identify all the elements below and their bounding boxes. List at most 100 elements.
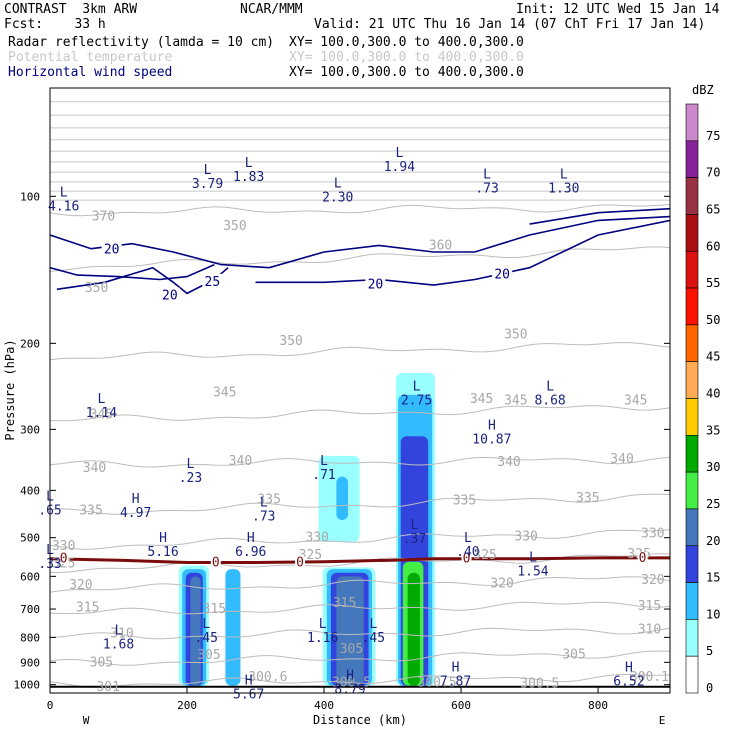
extremum-value-19: .40 bbox=[456, 545, 479, 560]
zero-label-0: 0 bbox=[60, 552, 68, 567]
theta-contour-370 bbox=[50, 204, 670, 217]
colorbar-swatch-60 bbox=[685, 214, 699, 252]
colorbar-label-40: 40 bbox=[706, 387, 720, 401]
colorbar-label-50: 50 bbox=[706, 313, 720, 327]
extremum-low-11: L bbox=[187, 457, 195, 472]
extremum-low-0: L bbox=[60, 185, 68, 200]
extremum-value-18: 6.96 bbox=[235, 545, 266, 560]
reflectivity-cell-13 bbox=[407, 572, 420, 686]
theta-contour-305 bbox=[50, 650, 670, 666]
extremum-high-17: H bbox=[159, 531, 167, 546]
extremum-high-29: H bbox=[245, 674, 253, 689]
extremum-low-7: L bbox=[97, 392, 105, 407]
extremum-value-10: 10.87 bbox=[472, 432, 511, 447]
theta-label-4: 350 bbox=[279, 334, 302, 349]
colorbar-label-5: 5 bbox=[706, 644, 713, 658]
theta-label-0: 370 bbox=[92, 210, 115, 225]
extremum-high-27: H bbox=[625, 661, 633, 676]
theta-label-7: 345 bbox=[213, 385, 236, 400]
theta-label-11: 340 bbox=[83, 461, 106, 476]
y-tick-label-100: 100 bbox=[20, 190, 40, 203]
theta-label-44: 301 bbox=[96, 680, 119, 695]
extremum-value-21: 1.54 bbox=[517, 565, 548, 580]
theta-label-14: 340 bbox=[610, 452, 633, 467]
field-name-reflectivity: Radar reflectivity (lamda = 10 cm) bbox=[8, 35, 275, 50]
colorbar-label-55: 55 bbox=[706, 276, 720, 290]
theta-label-41: 300.5 bbox=[332, 676, 371, 691]
extremum-high-14: H bbox=[132, 492, 140, 507]
field-name-theta: Potential temperature bbox=[8, 50, 173, 65]
wind-label-bg-0 bbox=[101, 241, 122, 255]
extremum-value-1: 3.79 bbox=[192, 177, 223, 192]
wind-label-bg-4 bbox=[492, 266, 513, 280]
theta-label-13: 340 bbox=[497, 455, 520, 470]
extremum-value-7: 1.14 bbox=[86, 406, 117, 421]
colorbar-swatch-0 bbox=[685, 655, 699, 694]
wind-label-2: 25 bbox=[205, 275, 221, 290]
theta-label-1: 350 bbox=[85, 281, 108, 296]
header-valid: Valid: 21 UTC Thu 16 Jan 14 (07 ChT Fri … bbox=[314, 17, 706, 32]
x-tick-label-400: 400 bbox=[314, 699, 334, 712]
extremum-low-12: L bbox=[320, 454, 328, 469]
theta-label-38: 305 bbox=[340, 642, 363, 657]
colorbar-swatch-20 bbox=[685, 508, 699, 547]
colorbar-label-65: 65 bbox=[706, 202, 720, 216]
extremum-value-0: 4.16 bbox=[48, 199, 79, 214]
header-init: Init: 12 UTC Wed 15 Jan 14 bbox=[516, 2, 720, 17]
theta-label-25: 325 bbox=[473, 548, 496, 563]
wind-label-bg-2 bbox=[202, 273, 223, 287]
theta-contour-300 bbox=[50, 673, 670, 688]
extremum-low-2: L bbox=[245, 156, 253, 171]
theta-label-6: 345 bbox=[90, 408, 113, 423]
extremum-value-22: .45 bbox=[194, 631, 217, 646]
theta-label-31: 315 bbox=[203, 602, 226, 617]
theta-label-29: 320 bbox=[641, 573, 664, 588]
theta-contour-350 bbox=[50, 342, 670, 361]
extremum-low-6: L bbox=[560, 168, 568, 183]
header-org: NCAR/MMM bbox=[240, 2, 303, 17]
x-axis-title: Distance (km) bbox=[313, 713, 407, 727]
extremum-low-25: L bbox=[115, 624, 123, 639]
wind-label-1: 20 bbox=[162, 289, 178, 304]
extremum-low-21: L bbox=[529, 551, 537, 566]
field-xy-reflectivity: XY= 100.0,300.0 to 400.0,300.0 bbox=[289, 35, 524, 50]
wind-label-3: 20 bbox=[368, 278, 384, 293]
field-xy-theta: XY= 100.0,300.0 to 400.0,300.0 bbox=[289, 50, 524, 65]
x-end-label-west: W bbox=[83, 714, 90, 727]
colorbar-label-70: 70 bbox=[706, 166, 720, 180]
field-name-wind: Horizontal wind speed bbox=[8, 65, 173, 80]
theta-label-28: 320 bbox=[490, 576, 513, 591]
theta-label-42: 300.5 bbox=[418, 676, 457, 691]
header-fcst: Fcst: 33 h bbox=[4, 17, 106, 32]
y-tick-label-700: 700 bbox=[20, 603, 40, 616]
header-model: CONTRAST 3km ARW bbox=[4, 2, 138, 17]
extremum-high-18: H bbox=[247, 531, 255, 546]
zero-label-1: 0 bbox=[212, 555, 220, 570]
extremum-low-16: L bbox=[411, 518, 419, 533]
x-tick-label-600: 600 bbox=[451, 699, 471, 712]
extremum-value-16: .37 bbox=[403, 532, 426, 547]
colorbar-swatch-55 bbox=[685, 250, 699, 289]
extremum-low-9: L bbox=[546, 380, 554, 395]
extremum-low-4: L bbox=[395, 146, 403, 161]
theta-label-23: 325 bbox=[52, 557, 75, 572]
theta-label-10: 345 bbox=[624, 394, 647, 409]
colorbar-unit: dBZ bbox=[692, 83, 714, 97]
theta-contour-340 bbox=[50, 456, 670, 468]
theta-label-16: 335 bbox=[257, 493, 280, 508]
theta-label-37: 305 bbox=[197, 648, 220, 663]
theta-label-32: 315 bbox=[333, 596, 356, 611]
extremum-value-2: 1.83 bbox=[233, 170, 264, 185]
zero-label-bg-1 bbox=[210, 556, 221, 568]
colorbar-label-25: 25 bbox=[706, 497, 720, 511]
zero-label-2: 0 bbox=[296, 555, 304, 570]
colorbar-swatch-35 bbox=[685, 398, 699, 436]
y-axis-title: Pressure (hPa) bbox=[3, 339, 17, 440]
theta-contour-315 bbox=[50, 601, 670, 615]
colorbar-label-35: 35 bbox=[706, 423, 720, 437]
theta-label-36: 305 bbox=[90, 655, 113, 670]
theta-contour-335 bbox=[50, 493, 670, 515]
theta-label-34: 310 bbox=[110, 626, 133, 641]
extremum-low-19: L bbox=[464, 531, 472, 546]
